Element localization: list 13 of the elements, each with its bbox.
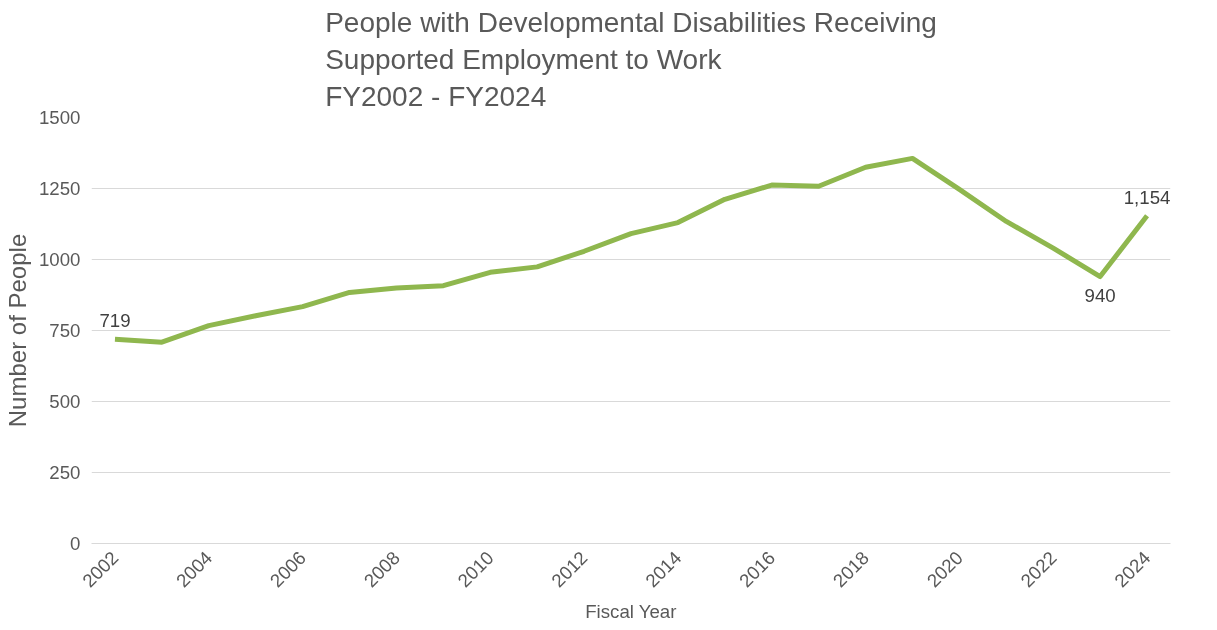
y-tick-label: 0	[70, 533, 81, 554]
x-axis-title: Fiscal Year	[585, 601, 677, 623]
y-tick-label: 1000	[39, 249, 81, 270]
data-label: 940	[1084, 284, 1116, 306]
data-label: 719	[99, 310, 131, 332]
y-tick-label: 500	[49, 391, 81, 412]
y-axis-title: Number of People	[4, 233, 31, 428]
y-tick-label: 1500	[39, 107, 81, 128]
y-tick-label: 250	[49, 462, 81, 483]
y-tick-label: 1250	[39, 178, 81, 199]
y-tick-label: 750	[49, 320, 81, 341]
chart-title: People with Developmental Disabilities Receiving Supported Employment to Work FY2002 - FY2024	[325, 7, 937, 113]
data-label: 1,154	[1123, 186, 1171, 208]
